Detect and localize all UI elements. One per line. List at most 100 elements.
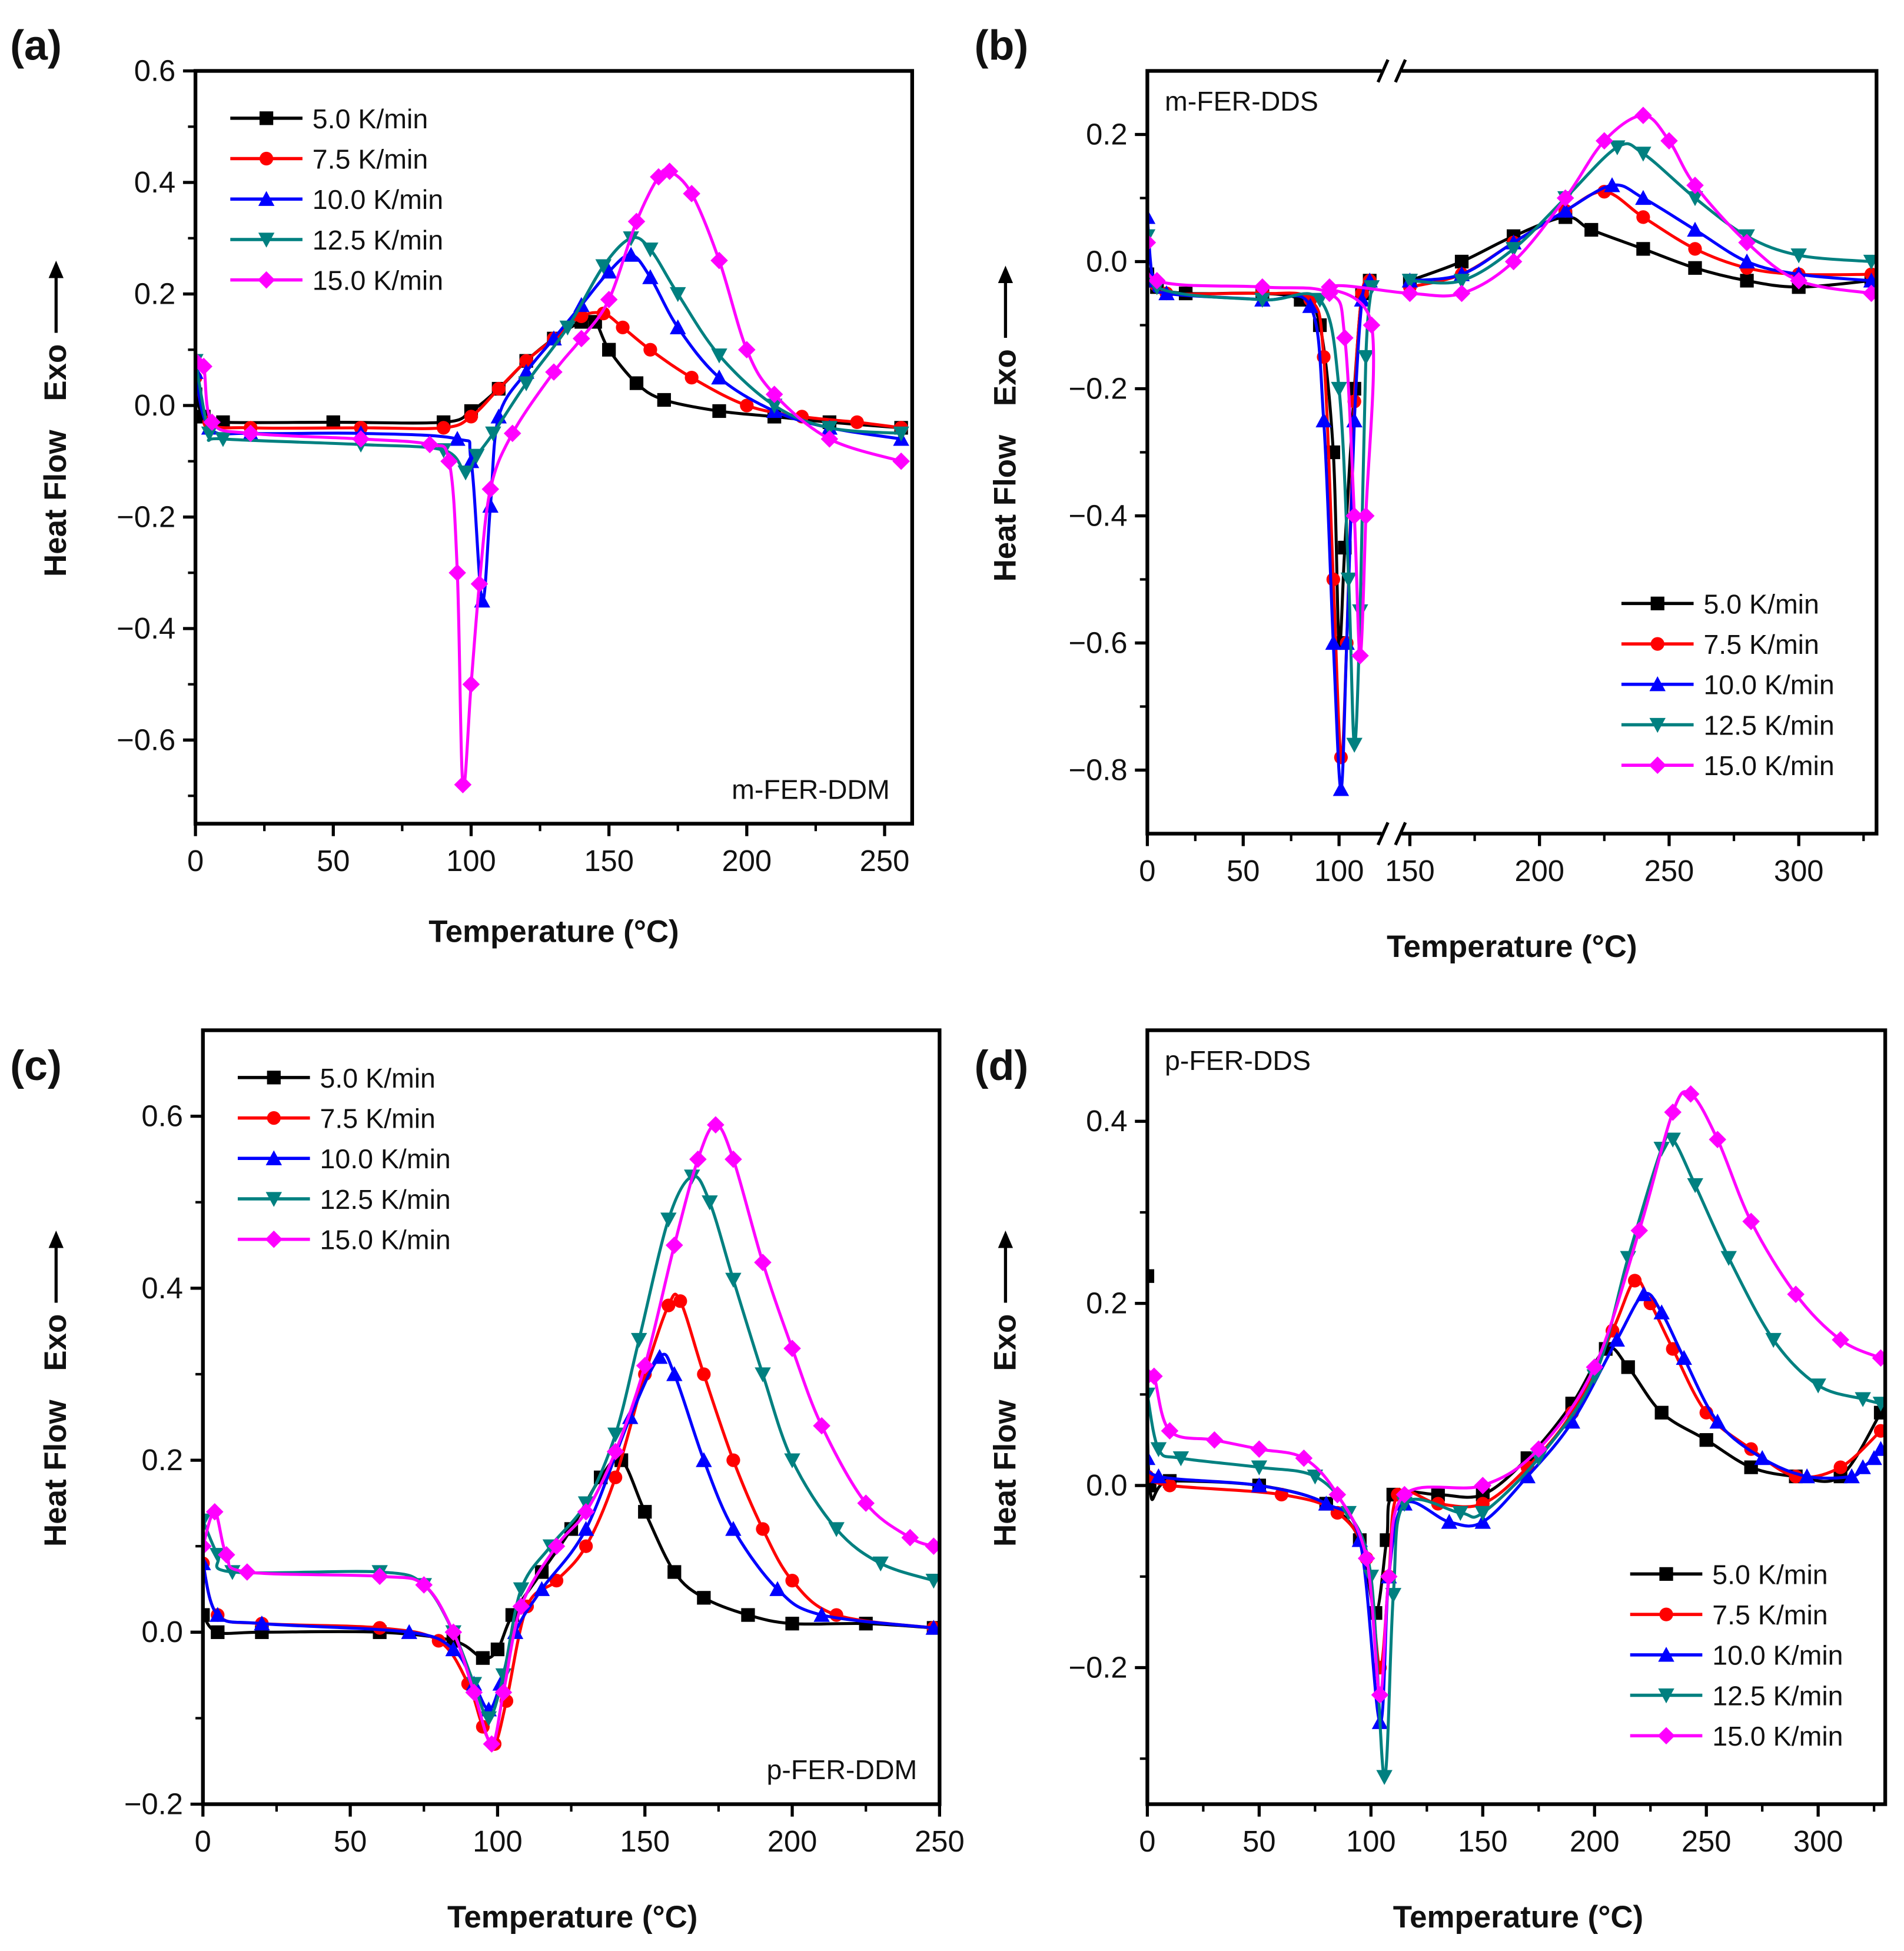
series-10-0-K-min bbox=[202, 1349, 940, 1717]
marker-diamond bbox=[1401, 284, 1419, 303]
marker-circle bbox=[609, 1470, 623, 1484]
legend-item: 15.0 K/min bbox=[1621, 750, 1835, 781]
plot-frame bbox=[201, 1028, 942, 1806]
y-tick-label: −0.4 bbox=[1068, 498, 1127, 532]
marker-diamond bbox=[547, 1537, 566, 1555]
series-line bbox=[195, 235, 902, 474]
marker-diamond bbox=[483, 1735, 501, 1753]
marker-triangle-down bbox=[202, 1513, 211, 1529]
marker-triangle-up bbox=[1519, 1468, 1536, 1484]
exo-arrowhead-icon bbox=[48, 1230, 64, 1248]
marker-circle bbox=[643, 343, 657, 357]
series-line bbox=[1410, 142, 1872, 285]
marker-triangle-up bbox=[1354, 291, 1370, 307]
y-tick-label: 0.2 bbox=[1086, 117, 1128, 151]
marker-circle bbox=[1873, 1424, 1886, 1438]
marker-diamond bbox=[1254, 278, 1271, 296]
marker-diamond bbox=[783, 1340, 801, 1357]
marker-triangle-up bbox=[1799, 1468, 1815, 1484]
marker-triangle-up bbox=[1676, 1350, 1692, 1365]
marker-square bbox=[216, 415, 230, 430]
marker-square bbox=[1688, 261, 1702, 275]
series-5-0-K-min bbox=[202, 1453, 940, 1665]
series-line bbox=[1409, 215, 1872, 289]
panel-label: (d) bbox=[975, 1042, 1029, 1089]
x-tick-label: 200 bbox=[767, 1824, 818, 1858]
marker-triangle-down bbox=[1352, 604, 1368, 620]
marker-triangle-down bbox=[1474, 1505, 1491, 1521]
plot-frame bbox=[193, 69, 915, 826]
marker-square bbox=[638, 1505, 652, 1519]
plot-frame-right bbox=[1401, 69, 1879, 836]
y-tick-label: 0.0 bbox=[134, 388, 176, 422]
marker-triangle-down bbox=[485, 426, 501, 442]
marker-circle bbox=[1627, 1274, 1642, 1288]
axis-break-mark bbox=[1394, 59, 1407, 83]
marker-triangle-up bbox=[1855, 1459, 1871, 1474]
marker-diamond bbox=[1742, 1212, 1760, 1231]
series-15-0-K-min bbox=[202, 1116, 940, 1753]
legend-item: 7.5 K/min bbox=[1630, 1600, 1828, 1630]
legend-item: 12.5 K/min bbox=[230, 225, 443, 255]
x-tick-label: 50 bbox=[1242, 1824, 1275, 1858]
marker-square bbox=[712, 404, 726, 418]
legend-label: 7.5 K/min bbox=[1703, 629, 1819, 660]
marker-diamond bbox=[1530, 1440, 1548, 1458]
marker-triangle-down bbox=[215, 432, 231, 447]
marker-triangle-down bbox=[1452, 1505, 1469, 1521]
marker-diamond bbox=[1634, 107, 1652, 124]
marker-triangle-up bbox=[1158, 285, 1175, 301]
marker-square bbox=[211, 1625, 225, 1639]
marker-diamond bbox=[1321, 278, 1338, 296]
marker-triangle-up bbox=[725, 1521, 742, 1536]
marker-diamond bbox=[1147, 1367, 1163, 1385]
y-axis-title-exo: Exo bbox=[38, 344, 73, 401]
y-tick-label: 0.2 bbox=[134, 277, 176, 310]
marker-diamond bbox=[577, 1503, 595, 1521]
marker-triangle-down bbox=[480, 1711, 497, 1727]
marker-diamond bbox=[195, 357, 212, 375]
marker-triangle-down bbox=[1147, 1387, 1156, 1403]
marker-diamond bbox=[627, 212, 646, 231]
axis-break-mark bbox=[1376, 822, 1390, 846]
legend-label: 12.5 K/min bbox=[1712, 1680, 1843, 1711]
marker-triangle-up bbox=[1687, 221, 1703, 237]
marker-circle bbox=[697, 1367, 711, 1381]
marker-triangle-down bbox=[1453, 274, 1470, 289]
marker-circle bbox=[785, 1574, 799, 1588]
marker-square bbox=[202, 1608, 210, 1622]
y-axis-title-heat-flow: Heat Flow bbox=[38, 430, 73, 577]
marker-square bbox=[667, 1565, 682, 1579]
x-tick-label: 100 bbox=[1346, 1824, 1396, 1858]
marker-circle bbox=[1650, 637, 1664, 651]
y-tick-label: −0.6 bbox=[1068, 626, 1127, 659]
y-tick-label: 0.2 bbox=[141, 1443, 183, 1477]
marker-triangle-down bbox=[642, 242, 659, 258]
x-tick-label: 300 bbox=[1774, 854, 1824, 888]
legend-label: 5.0 K/min bbox=[1712, 1559, 1827, 1590]
y-axis-title: Heat Flow Exo bbox=[988, 1230, 1022, 1547]
marker-triangle-up bbox=[1604, 177, 1620, 192]
marker-triangle-down bbox=[1385, 1588, 1402, 1603]
marker-triangle-down bbox=[1150, 1442, 1167, 1457]
marker-triangle-down bbox=[1376, 1770, 1393, 1785]
marker-diamond bbox=[1453, 284, 1471, 303]
marker-triangle-down bbox=[1810, 1378, 1826, 1394]
x-tick-label: 150 bbox=[620, 1824, 670, 1858]
legend-item: 10.0 K/min bbox=[1621, 670, 1835, 700]
marker-diamond bbox=[503, 424, 521, 443]
marker-triangle-up bbox=[711, 369, 727, 385]
series-10-0-K-min bbox=[1147, 177, 1877, 796]
marker-triangle-down bbox=[1346, 737, 1363, 753]
marker-square bbox=[1621, 1360, 1635, 1374]
sample-annotation: p-FER-DDM bbox=[767, 1754, 918, 1785]
series-5-0-K-min bbox=[1147, 210, 1877, 650]
sample-annotation: m-FER-DDM bbox=[732, 774, 890, 805]
marker-circle bbox=[373, 1621, 387, 1635]
series-line bbox=[202, 1292, 934, 1747]
legend-item: 15.0 K/min bbox=[237, 1225, 451, 1255]
marker-diamond bbox=[1363, 316, 1381, 334]
marker-triangle-up bbox=[1333, 781, 1350, 796]
series-15-0-K-min bbox=[195, 162, 910, 794]
legend-item: 12.5 K/min bbox=[1630, 1680, 1843, 1711]
